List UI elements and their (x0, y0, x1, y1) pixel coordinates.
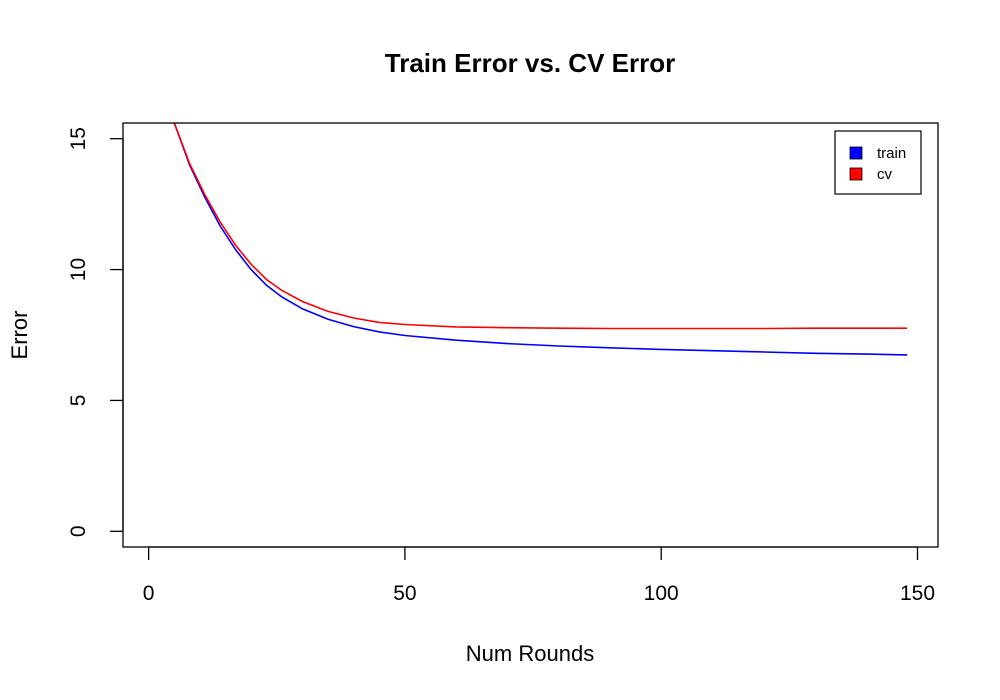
legend-label-cv: cv (877, 166, 893, 183)
x-tick-label: 0 (143, 582, 155, 605)
y-axis-label: Error (7, 311, 32, 360)
chart-title: Train Error vs. CV Error (385, 48, 675, 78)
x-tick-label: 100 (644, 582, 679, 605)
series-line-train (173, 123, 908, 356)
x-axis-label: Num Rounds (466, 641, 594, 666)
y-tick-label: 0 (67, 525, 90, 537)
x-tick-label: 50 (393, 582, 416, 605)
plot-area: 0 50 100 150 0 5 10 15 train cv (67, 122, 939, 605)
y-tick-label: 10 (67, 258, 90, 281)
plot-frame (122, 122, 939, 548)
x-tick-label: 150 (900, 582, 935, 605)
legend-swatch-train (849, 146, 863, 160)
y-tick-label: 15 (67, 127, 90, 150)
y-tick-label: 5 (67, 395, 90, 407)
legend-swatch-cv (849, 167, 863, 181)
legend-label-train: train (877, 145, 906, 162)
legend-box (834, 130, 922, 195)
series-line-cv (173, 123, 908, 330)
